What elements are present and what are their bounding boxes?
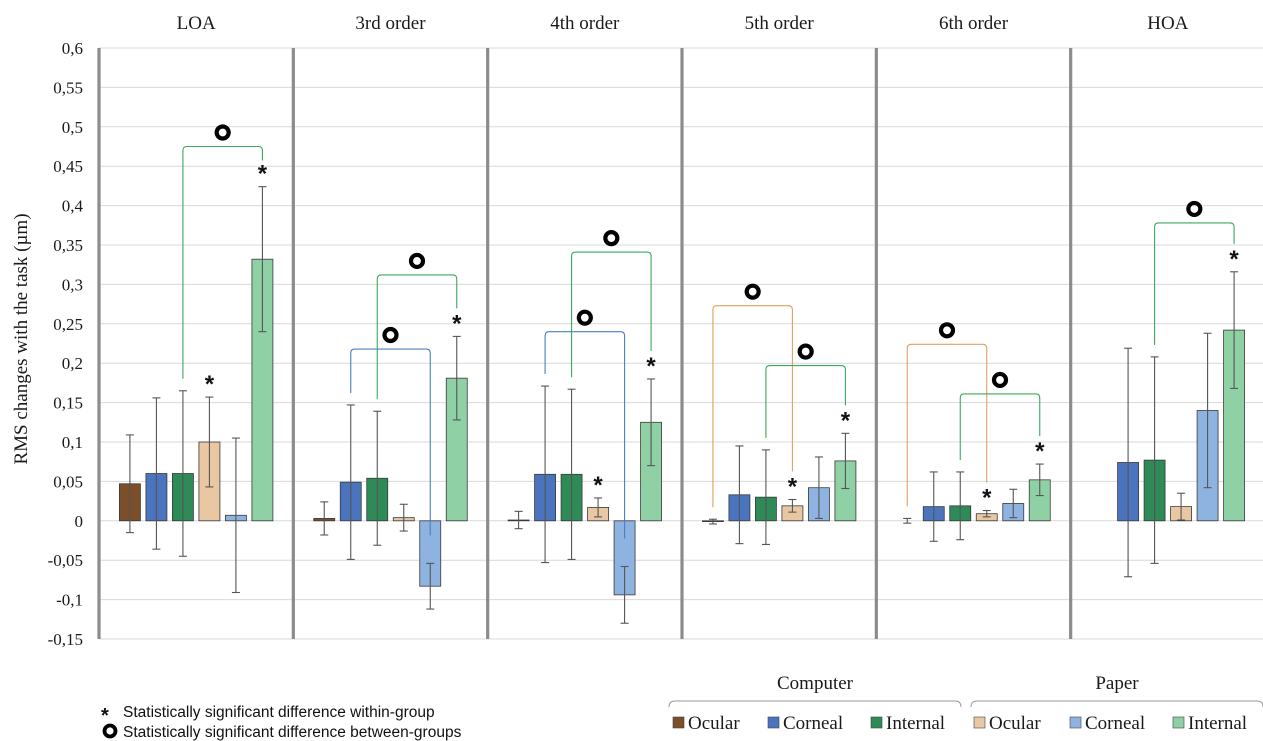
category-title: LOA — [177, 13, 216, 34]
y-tick-label: 0,6 — [62, 39, 83, 58]
y-axis-ticks: -0,15 -0,1 -0,05 0 0,05 0,1 0,15 0,2 0,25 0,3 0,35… — [48, 39, 84, 649]
y-tick-label: 0,45 — [53, 157, 83, 176]
category-title: 5th order — [745, 13, 815, 34]
category-titles: LOA 3rd order 4th order 5th order 6th order H… — [177, 13, 1189, 34]
y-tick-label: 0,05 — [53, 472, 83, 491]
note-circle-symbol — [102, 723, 118, 739]
between-group-bracket — [1154, 222, 1235, 345]
within-group-asterisk: * — [1229, 246, 1239, 273]
note-within-group-text: Statistically significant difference wit… — [123, 704, 435, 721]
between-group-circle — [214, 124, 231, 141]
between-group-circle — [576, 309, 593, 326]
significance-notes: * Statistically significant difference wi… — [101, 704, 462, 741]
between-group-circle — [938, 322, 956, 339]
between-group-bracket — [350, 348, 431, 536]
legend-entry-label: Ocular — [989, 713, 1041, 734]
legend-entry-label: Internal — [886, 713, 945, 734]
between-group-circle — [991, 371, 1009, 389]
legend-swatch — [767, 716, 780, 729]
between-group-circle — [603, 229, 620, 247]
legend-entry-label: Ocular — [688, 713, 740, 734]
between-group-circle — [1186, 200, 1203, 218]
y-tick-label: -0,15 — [48, 630, 83, 649]
between-group-bracket — [544, 331, 626, 539]
between-group-circle — [744, 283, 761, 300]
category-title: HOA — [1147, 13, 1188, 34]
between-group-bracket — [765, 365, 846, 438]
between-group-bracket — [712, 305, 793, 508]
between-group-bracket — [906, 343, 988, 507]
y-tick-label: 0,2 — [62, 354, 83, 373]
y-tick-label: -0,1 — [56, 591, 83, 610]
legend-group-bracket — [668, 700, 962, 708]
within-group-asterisk: * — [452, 310, 462, 337]
legend-swatch — [973, 716, 986, 729]
note-between-groups-text: Statistically significant difference bet… — [123, 724, 462, 741]
within-group-asterisk: * — [788, 474, 798, 501]
legend-group-label: Paper — [1095, 673, 1139, 694]
y-axis-label: RMS changes with the task (µm) — [11, 213, 32, 464]
y-tick-label: 0,35 — [53, 236, 83, 255]
legend-swatch — [672, 716, 685, 729]
y-tick-label: 0,4 — [62, 197, 84, 216]
note-asterisk-symbol: * — [101, 705, 109, 727]
between-group-circle — [408, 252, 426, 270]
legend-swatch — [1069, 716, 1082, 729]
between-group-bracket — [182, 145, 263, 379]
within-group-asterisk: * — [593, 472, 603, 499]
y-tick-label: 0 — [75, 512, 84, 531]
y-tick-label: 0,55 — [53, 78, 83, 97]
within-group-asterisk: * — [982, 485, 992, 512]
legend-swatch — [870, 716, 883, 729]
within-group-asterisk: * — [841, 407, 851, 434]
category-title: 6th order — [939, 13, 1009, 34]
y-tick-label: 0,25 — [53, 315, 83, 334]
y-tick-label: -0,05 — [48, 551, 83, 570]
between-group-circle — [797, 343, 814, 360]
between-group-bracket — [571, 251, 652, 378]
legend-group-label: Computer — [777, 673, 854, 694]
within-group-asterisk: * — [205, 371, 215, 398]
legend-group-bracket — [970, 700, 1263, 708]
legend: Computer Paper Ocular Corneal Internal Ocular… — [668, 673, 1263, 734]
y-tick-label: 0,15 — [53, 394, 83, 413]
category-separators — [97, 48, 1073, 639]
between-group-bracket — [959, 393, 1041, 460]
between-group-bracket — [376, 274, 458, 400]
error-bars — [125, 186, 1239, 624]
category-title: 4th order — [550, 13, 620, 34]
legend-entry-label: Corneal — [783, 713, 843, 734]
significance-markers: * * * * * * * * * * — [182, 124, 1239, 539]
y-tick-label: 0,3 — [62, 275, 83, 294]
within-group-asterisk: * — [646, 353, 656, 380]
legend-entry-label: Internal — [1188, 713, 1247, 734]
within-group-asterisk: * — [258, 161, 268, 188]
y-tick-label: 0,5 — [62, 118, 83, 137]
within-group-asterisk: * — [1035, 438, 1045, 465]
legend-entry-label: Corneal — [1085, 713, 1145, 734]
category-title: 3rd order — [355, 13, 426, 34]
between-group-circle — [382, 326, 399, 344]
legend-swatch — [1172, 716, 1185, 729]
y-tick-label: 0,1 — [62, 433, 83, 452]
